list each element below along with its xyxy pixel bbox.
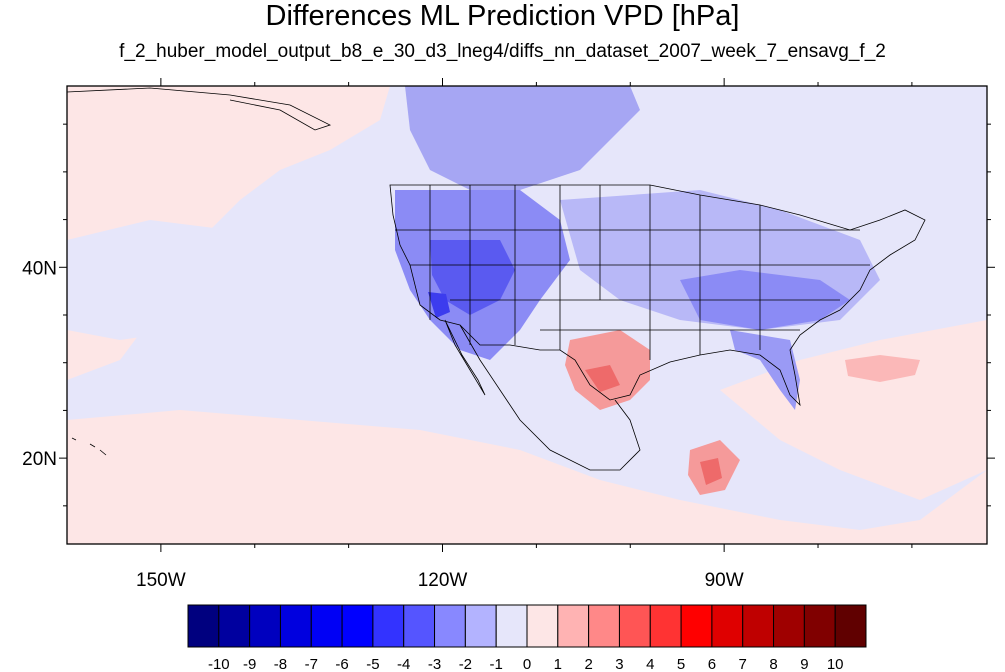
colorbar-label: 5 bbox=[677, 656, 685, 672]
colorbar-label: -8 bbox=[274, 656, 287, 672]
colorbar-label: 3 bbox=[615, 656, 623, 672]
colorbar-box bbox=[711, 604, 744, 648]
texas-core-positive-region bbox=[585, 365, 620, 392]
colorbar-label: 2 bbox=[584, 656, 592, 672]
page-title: Differences ML Prediction VPD [hPa] bbox=[265, 0, 740, 32]
colorbar-label: -5 bbox=[366, 656, 379, 672]
page-subtitle: f_2_huber_model_output_b8_e_30_d3_lneg4/… bbox=[119, 41, 886, 62]
mexico-coast-outline bbox=[459, 324, 641, 471]
pacific-light-band bbox=[67, 220, 260, 340]
hawaii-outline bbox=[71, 437, 107, 456]
colorbar-label: 9 bbox=[800, 656, 808, 672]
gulf-core-positive-region bbox=[700, 458, 722, 485]
colorbar-box bbox=[403, 604, 436, 648]
map-ticks: 150W 120W 90W 40N 20N bbox=[22, 78, 995, 591]
lon-tick-label: 120W bbox=[418, 570, 468, 591]
colorbar-box bbox=[218, 604, 251, 648]
colorbar-label: 0 bbox=[523, 656, 531, 672]
colorbar-box bbox=[803, 604, 836, 648]
atlantic-blob-positive-region bbox=[845, 355, 920, 382]
colorbar-label: -3 bbox=[428, 656, 441, 672]
colorbar-label: -6 bbox=[335, 656, 348, 672]
colorbar-label: -2 bbox=[459, 656, 472, 672]
canada-negative-region bbox=[405, 86, 640, 190]
colorbar-box bbox=[742, 604, 775, 648]
colorbar-box bbox=[464, 604, 497, 648]
colorbar-box bbox=[618, 604, 651, 648]
great-basin-strong-negative-region bbox=[430, 240, 515, 315]
colorbar-label: -7 bbox=[305, 656, 318, 672]
colorbar-label: -1 bbox=[490, 656, 503, 672]
colorbar-box bbox=[495, 604, 528, 648]
colorbar-box bbox=[834, 604, 867, 648]
alaska-outline bbox=[67, 87, 332, 131]
us-border-outline bbox=[389, 184, 926, 407]
colorbar-box bbox=[773, 604, 805, 648]
colorbar-label: 8 bbox=[769, 656, 777, 672]
colorbar-box bbox=[187, 604, 220, 648]
colorbar-label: 6 bbox=[708, 656, 716, 672]
colorbar-box bbox=[557, 604, 590, 648]
lat-tick-label: 20N bbox=[22, 449, 57, 470]
coastline-outlines bbox=[67, 87, 926, 471]
southeast-negative-region bbox=[730, 330, 800, 410]
colorbar-box bbox=[310, 604, 343, 648]
colorbar-box bbox=[680, 604, 713, 648]
lon-tick-label: 90W bbox=[705, 570, 744, 591]
colorbar-box bbox=[372, 604, 405, 648]
lat-tick-label: 40N bbox=[22, 258, 57, 279]
pacific-south-positive-region bbox=[67, 410, 987, 544]
colorbar-label: -4 bbox=[397, 656, 410, 672]
baja-outline bbox=[444, 319, 486, 396]
colorbar-box bbox=[434, 604, 466, 648]
colorbar-box bbox=[249, 604, 281, 648]
colorbar-label: 10 bbox=[827, 656, 844, 672]
colorbar-label: 1 bbox=[554, 656, 562, 672]
colorbar-box bbox=[279, 604, 312, 648]
colorbar-label: -9 bbox=[243, 656, 256, 672]
lon-tick-label: 150W bbox=[136, 570, 186, 591]
colorbar-box bbox=[341, 604, 374, 648]
colorbar-box bbox=[649, 604, 682, 648]
colorbar-label: 4 bbox=[646, 656, 654, 672]
colorbar-box bbox=[588, 604, 620, 648]
colorbar-label: -10 bbox=[208, 656, 230, 672]
colorbar-box bbox=[526, 604, 559, 648]
california-coast-negative-region bbox=[428, 292, 450, 318]
colorbar-label: 7 bbox=[739, 656, 747, 672]
